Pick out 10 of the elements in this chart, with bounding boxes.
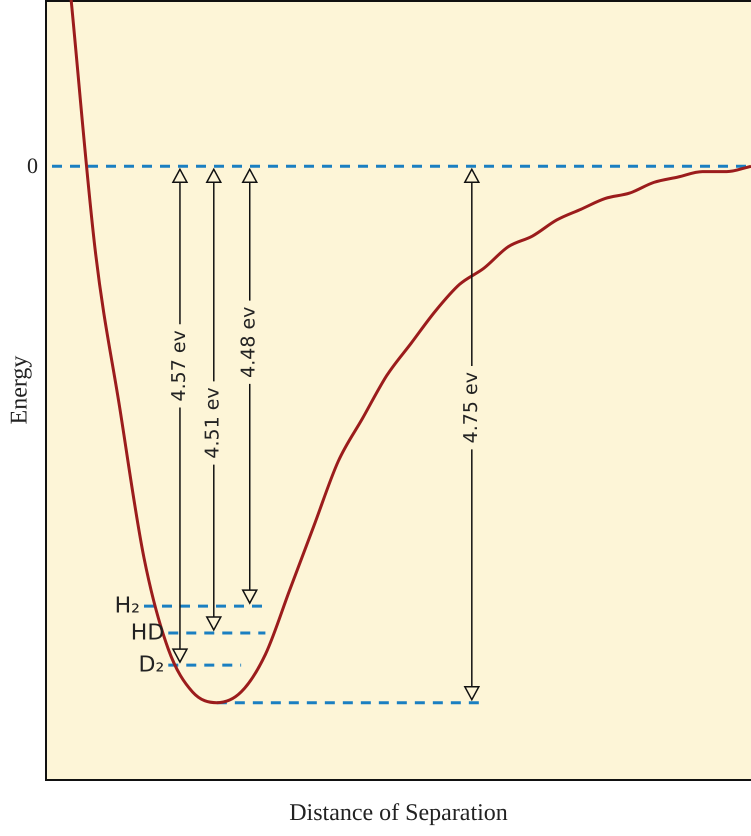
ref-line-label: 0 bbox=[27, 153, 38, 180]
annotation: 4.48 ev bbox=[238, 306, 260, 378]
series-label: D₂ bbox=[138, 652, 164, 678]
y-axis-title: Energy bbox=[6, 356, 34, 424]
series-label: HD bbox=[130, 620, 164, 646]
x-axis-title: Distance of Separation bbox=[288, 800, 509, 827]
annotation: 4.57 ev bbox=[168, 330, 190, 402]
series-label: H₂ bbox=[114, 594, 140, 619]
annotation: 4.75 ev bbox=[460, 372, 482, 444]
annotation: 4.51 ev bbox=[202, 387, 224, 459]
